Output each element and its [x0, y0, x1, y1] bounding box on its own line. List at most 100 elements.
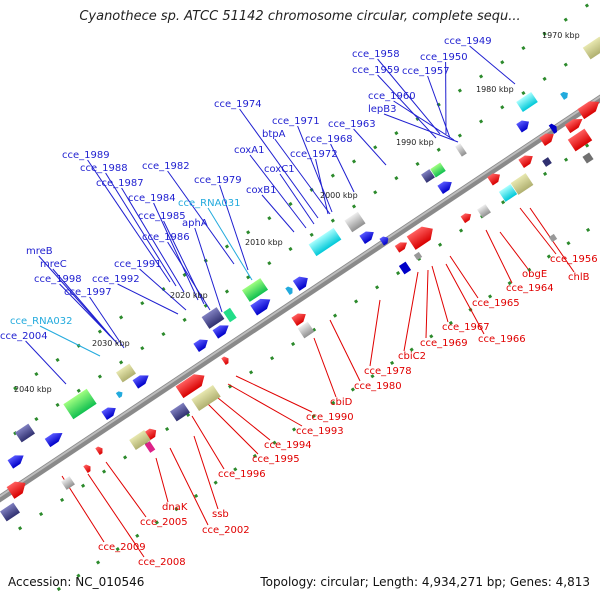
- gene-label-plus[interactable]: coxB1: [246, 185, 276, 196]
- gene-box[interactable]: [510, 173, 534, 195]
- gene-arrow[interactable]: [193, 336, 210, 353]
- gene-arrow[interactable]: [221, 355, 230, 365]
- gene-arrow[interactable]: [212, 321, 232, 339]
- gene-label-minus[interactable]: cce_2002: [202, 525, 250, 536]
- gene-box[interactable]: [567, 128, 593, 152]
- gene-box[interactable]: [129, 430, 151, 450]
- gene-box[interactable]: [0, 502, 20, 522]
- gene-label-minus[interactable]: dnaK: [162, 502, 188, 513]
- gene-label-plus[interactable]: coxA1: [234, 145, 264, 156]
- gene-label-plus[interactable]: cce_1958: [352, 49, 400, 60]
- gene-arrow[interactable]: [291, 310, 308, 327]
- gene-label-minus[interactable]: cce_1993: [296, 426, 344, 437]
- gene-arrow[interactable]: [44, 429, 66, 448]
- gene-label-plus[interactable]: coxC1: [264, 164, 295, 175]
- gene-arrow[interactable]: [406, 222, 438, 250]
- gene-label-plus[interactable]: btpA: [262, 129, 286, 140]
- gene-label-minus[interactable]: cce_1964: [506, 283, 554, 294]
- gene-label-plus[interactable]: cce_1987: [96, 178, 144, 189]
- gene-box[interactable]: [15, 423, 35, 443]
- gene-label-plus[interactable]: cce_1992: [92, 274, 140, 285]
- gene-label-minus[interactable]: cce_1995: [252, 454, 300, 465]
- gene-box[interactable]: [308, 227, 342, 257]
- gene-label-minus[interactable]: cce_1956: [550, 254, 598, 265]
- gene-arrow[interactable]: [6, 477, 30, 499]
- gene-label-minus[interactable]: cce_1996: [218, 469, 266, 480]
- gene-box[interactable]: [455, 143, 467, 157]
- gene-box[interactable]: [542, 157, 552, 167]
- gene-label-plus[interactable]: cce_1963: [328, 119, 376, 130]
- gene-label-plus[interactable]: mreC: [40, 259, 67, 270]
- gene-arrow[interactable]: [101, 404, 118, 421]
- gene-box[interactable]: [116, 363, 136, 383]
- gene-box[interactable]: [344, 211, 366, 233]
- gene-label-minus[interactable]: cce_1978: [364, 366, 412, 377]
- gene-box[interactable]: [398, 261, 412, 275]
- gene-label-plus[interactable]: cce_1986: [142, 232, 190, 243]
- gene-arrow[interactable]: [7, 451, 27, 469]
- gene-label-minus[interactable]: cce_1994: [264, 440, 312, 451]
- gene-box[interactable]: [223, 307, 237, 323]
- gene-box[interactable]: [63, 388, 97, 420]
- gene-label-plus[interactable]: cce_1971: [272, 116, 320, 127]
- gene-label-plus[interactable]: cce_1960: [368, 91, 416, 102]
- gene-box[interactable]: [421, 169, 435, 183]
- gene-label-minus[interactable]: cbiD: [330, 397, 353, 408]
- gene-label-plus[interactable]: cce_1998: [34, 274, 82, 285]
- gene-label-plus[interactable]: aphA: [182, 218, 208, 229]
- gene-box[interactable]: [498, 184, 518, 202]
- gene-box[interactable]: [297, 321, 315, 339]
- gene-box[interactable]: [61, 476, 75, 490]
- gene-box[interactable]: [191, 384, 221, 412]
- gene-label-plus[interactable]: cce_2004: [0, 331, 48, 342]
- gene-label-plus[interactable]: cce_1949: [444, 36, 492, 47]
- gene-arrow[interactable]: [285, 285, 294, 295]
- gene-label-minus[interactable]: cbiC2: [398, 351, 426, 362]
- gene-label-minus[interactable]: obgE: [522, 269, 547, 280]
- gene-arrow[interactable]: [487, 171, 503, 186]
- gene-label-minus[interactable]: cce_1990: [306, 412, 354, 423]
- gene-label-plus[interactable]: cce_1982: [142, 161, 190, 172]
- gene-box[interactable]: [477, 204, 491, 218]
- gene-label-minus[interactable]: cce_1967: [442, 322, 490, 333]
- gene-label-plus[interactable]: cce_1988: [80, 163, 128, 174]
- gene-label-plus[interactable]: cce_1959: [352, 65, 400, 76]
- gene-arrow[interactable]: [564, 115, 586, 134]
- gene-arrow[interactable]: [539, 130, 556, 147]
- gene-label-plus[interactable]: cce_1979: [194, 175, 242, 186]
- gene-label-minus[interactable]: cce_1969: [420, 338, 468, 349]
- gene-box[interactable]: [241, 278, 269, 302]
- gene-label-plus[interactable]: cce_1950: [420, 52, 468, 63]
- gene-box[interactable]: [170, 402, 190, 422]
- gene-box[interactable]: [548, 233, 558, 243]
- gene-arrow[interactable]: [379, 234, 390, 246]
- gene-arrow[interactable]: [95, 445, 104, 455]
- gene-label-minus[interactable]: cce_2005: [140, 517, 188, 528]
- gene-label-minus[interactable]: chlB: [568, 272, 590, 283]
- gene-arrow[interactable]: [577, 97, 600, 120]
- gene-label-minus[interactable]: ssb: [212, 509, 229, 520]
- gene-box[interactable]: [430, 162, 446, 178]
- gene-label-rna[interactable]: cce_RNA031: [178, 198, 241, 209]
- gene-box[interactable]: [201, 307, 225, 329]
- gene-label-minus[interactable]: cce_2008: [138, 557, 186, 568]
- gene-label-minus[interactable]: cce_1965: [472, 298, 520, 309]
- gene-arrow[interactable]: [145, 426, 159, 440]
- gene-arrow[interactable]: [394, 239, 409, 253]
- gene-arrow[interactable]: [518, 152, 535, 169]
- gene-box[interactable]: [144, 441, 156, 453]
- gene-arrow[interactable]: [115, 390, 124, 399]
- gene-arrow[interactable]: [548, 122, 560, 134]
- gene-arrow[interactable]: [292, 273, 311, 291]
- gene-arrow[interactable]: [516, 118, 532, 133]
- gene-arrow[interactable]: [460, 211, 474, 224]
- gene-label-plus[interactable]: cce_1985: [138, 211, 186, 222]
- gene-arrow[interactable]: [132, 371, 152, 389]
- gene-box[interactable]: [516, 92, 538, 112]
- gene-label-plus[interactable]: cce_1974: [214, 99, 262, 110]
- gene-box[interactable]: [582, 152, 594, 164]
- gene-label-rna[interactable]: cce_RNA032: [10, 316, 73, 327]
- gene-label-plus[interactable]: cce_1991: [114, 259, 162, 270]
- gene-arrow[interactable]: [437, 178, 454, 195]
- gene-label-plus[interactable]: cce_1972: [290, 149, 338, 160]
